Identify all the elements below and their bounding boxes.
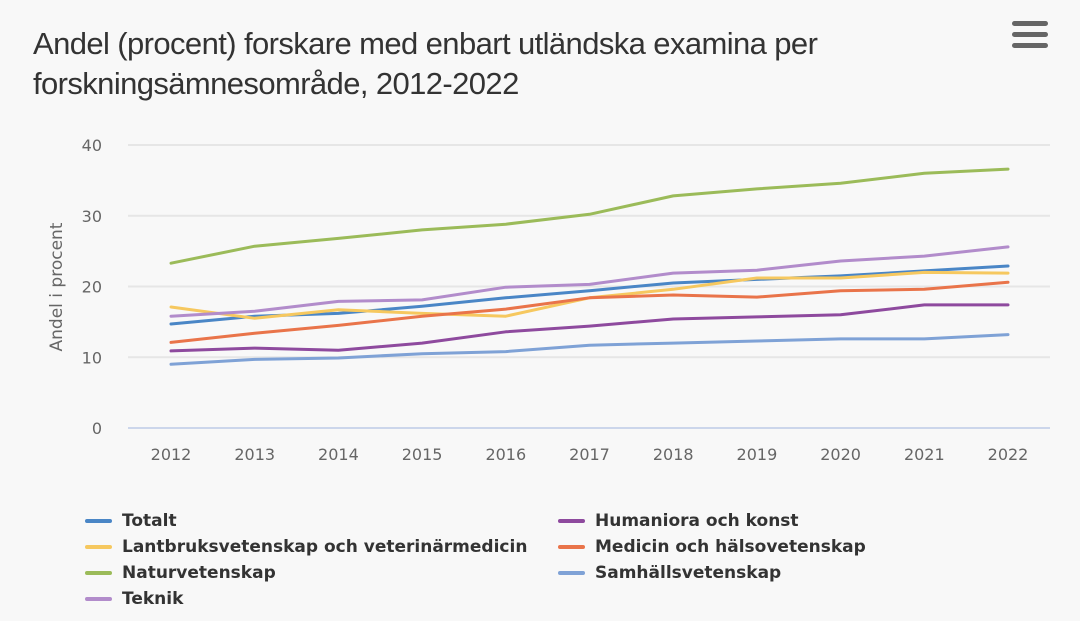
series-line-totalt[interactable] xyxy=(169,264,1010,326)
y-axis-label: Andel i procent xyxy=(47,222,67,351)
series-line-samhallsvetenskap[interactable] xyxy=(169,333,1010,366)
series-line-lantbruksvetenskap-och-veterinarmedicin[interactable] xyxy=(169,270,1010,320)
series-line-naturvetenskap[interactable] xyxy=(169,167,1010,265)
y-axis-ticks: 0 10 20 30 40 xyxy=(82,136,102,438)
legend-swatch xyxy=(85,519,112,523)
grid-lines xyxy=(128,144,1050,429)
legend-label: Samhällsvetenskap xyxy=(595,563,782,583)
legend-label: Humaniora och konst xyxy=(595,511,799,531)
menu-bar xyxy=(1012,32,1048,37)
legend-item[interactable]: Totalt xyxy=(85,508,177,534)
x-tick-label: 2017 xyxy=(569,445,610,464)
legend-item[interactable]: Teknik xyxy=(85,586,183,612)
x-tick-label: 2015 xyxy=(402,445,443,464)
y-tick-label: 10 xyxy=(82,348,102,367)
menu-bar xyxy=(1012,21,1048,26)
x-tick-label: 2018 xyxy=(653,445,694,464)
series-lines xyxy=(169,167,1010,366)
legend-label: Medicin och hälsovetenskap xyxy=(595,537,866,557)
legend-swatch xyxy=(85,597,112,601)
y-tick-label: 40 xyxy=(82,136,102,155)
x-tick-label: 2019 xyxy=(737,445,778,464)
legend-label: Lantbruksvetenskap och veterinärmedicin xyxy=(122,537,528,557)
x-tick-label: 2021 xyxy=(904,445,945,464)
x-tick-label: 2016 xyxy=(485,445,526,464)
hamburger-menu-icon[interactable] xyxy=(1010,18,1050,52)
series-line-teknik[interactable] xyxy=(169,245,1010,318)
y-tick-label: 0 xyxy=(92,419,102,438)
chart-title: Andel (procent) forskare med enbart utlä… xyxy=(33,26,818,101)
legend-swatch xyxy=(85,545,112,549)
y-tick-label: 30 xyxy=(82,207,102,226)
x-tick-label: 2020 xyxy=(820,445,861,464)
legend-item[interactable]: Lantbruksvetenskap och veterinärmedicin xyxy=(85,534,527,560)
series-line-humaniora-och-konst[interactable] xyxy=(169,303,1010,353)
legend-label: Naturvetenskap xyxy=(122,563,276,583)
x-axis-ticks: 2012 2013 2014 2015 2016 2017 2018 2019 2020 2021… xyxy=(151,445,1029,464)
legend-label: Totalt xyxy=(122,511,177,531)
legend-item[interactable]: Naturvetenskap xyxy=(85,560,276,586)
legend-swatch xyxy=(558,545,585,549)
legend-item[interactable]: Humaniora och konst xyxy=(558,508,799,534)
x-tick-label: 2014 xyxy=(318,445,359,464)
menu-bar xyxy=(1012,43,1048,48)
legend-swatch xyxy=(558,519,585,523)
series-line-medicin-och-halsovetenskap[interactable] xyxy=(169,280,1010,344)
legend-item[interactable]: Samhällsvetenskap xyxy=(558,560,781,586)
y-tick-label: 20 xyxy=(82,278,102,297)
legend-swatch xyxy=(558,571,585,575)
x-tick-label: 2012 xyxy=(151,445,192,464)
legend-swatch xyxy=(85,571,112,575)
legend-item[interactable]: Medicin och hälsovetenskap xyxy=(558,534,866,560)
x-tick-label: 2013 xyxy=(234,445,275,464)
x-tick-label: 2022 xyxy=(988,445,1029,464)
legend-label: Teknik xyxy=(122,589,184,609)
